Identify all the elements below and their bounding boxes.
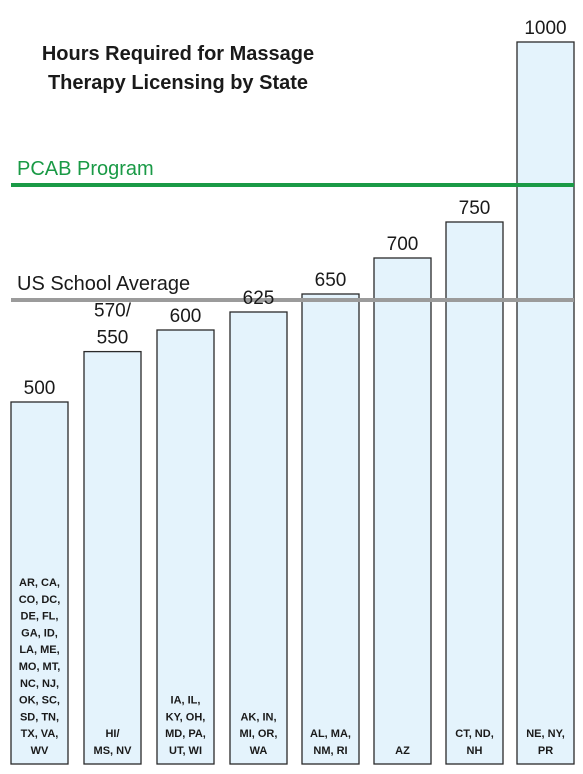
- bar-value-label: 625: [243, 288, 275, 309]
- bar-value-label: 650: [315, 270, 347, 291]
- bar: [445, 221, 504, 765]
- bar-category-label: NH: [467, 745, 483, 757]
- bar-category-label: DE, FL,: [21, 611, 59, 623]
- bar: [10, 401, 69, 765]
- bar-category-label: MD, PA,: [165, 728, 206, 740]
- bar-category-label: CT, ND,: [455, 728, 494, 740]
- reference-line-label: US School Average: [17, 273, 190, 295]
- chart-title-line: Therapy Licensing by State: [48, 72, 308, 94]
- bar-category-label: AZ: [395, 745, 410, 757]
- reference-line-label: PCAB Program: [17, 158, 154, 180]
- bar-category-label: SD, TN,: [20, 711, 59, 723]
- bar: [301, 293, 360, 765]
- bar-category-label: WV: [31, 745, 49, 757]
- bar-category-label: MI, OR,: [240, 728, 278, 740]
- bar-value-label: 570/: [94, 301, 132, 322]
- bar-category-label: IA, IL,: [171, 695, 201, 707]
- bar: [83, 350, 142, 765]
- bars-layer: [10, 41, 575, 765]
- bar-category-label: MO, MT,: [19, 661, 61, 673]
- labels-layer: Hours Required for Massage Therapy Licens…: [17, 18, 567, 757]
- bar-value-label: 600: [170, 306, 202, 327]
- bar-category-label: AL, MA,: [310, 728, 351, 740]
- bar-category-label: AK, IN,: [240, 711, 276, 723]
- bar-value-label: 700: [387, 234, 419, 255]
- bar-category-label: TX, VA,: [21, 728, 59, 740]
- bar: [373, 257, 432, 765]
- bar-value-label: 1000: [524, 18, 566, 39]
- bar-category-label: CO, DC,: [19, 594, 61, 606]
- bar-category-label: OK, SC,: [19, 695, 60, 707]
- bar-category-label: NE, NY,: [526, 728, 565, 740]
- bar-category-label: PR: [538, 745, 553, 757]
- bar-category-label: WA: [250, 745, 268, 757]
- bar-category-label: NM, RI: [313, 745, 347, 757]
- bar-value-label: 750: [459, 198, 491, 219]
- bar-category-label: NC, NJ,: [20, 678, 59, 690]
- bar-value-label: 550: [97, 328, 129, 349]
- bar: [229, 311, 288, 765]
- bar-category-label: KY, OH,: [166, 711, 206, 723]
- bar-category-label: AR, CA,: [19, 577, 60, 589]
- bar-category-label: GA, ID,: [21, 627, 58, 639]
- bar-category-label: MS, NV: [94, 745, 133, 757]
- bar-category-label: HI/: [105, 728, 119, 740]
- bar-value-label: 500: [24, 378, 56, 399]
- bar: [516, 41, 575, 765]
- bar-category-label: LA, ME,: [19, 644, 59, 656]
- bar: [156, 329, 215, 765]
- reference-lines-layer: [11, 183, 574, 302]
- bar-category-label: UT, WI: [169, 745, 202, 757]
- chart-title-line: Hours Required for Massage: [42, 43, 314, 65]
